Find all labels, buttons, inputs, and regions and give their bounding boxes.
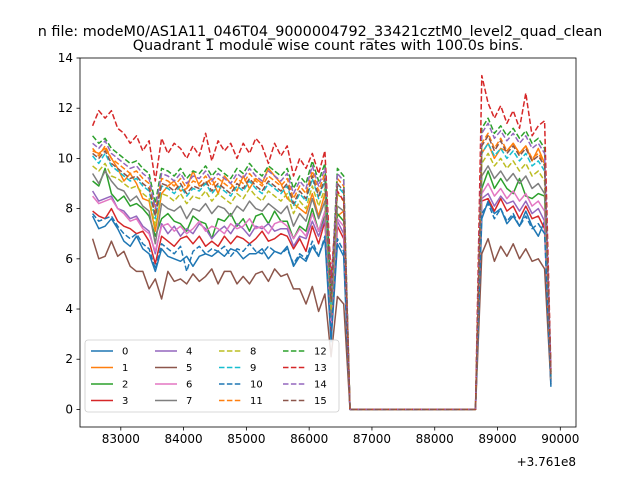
y-tick-label: 14 (58, 51, 73, 65)
y-tick-label: 10 (58, 151, 73, 165)
y-axis: 0 2 4 6 8 10 12 14 (58, 51, 80, 416)
axes-frame (79, 57, 577, 428)
x-axis-offset-label: +3.761e8 (517, 455, 576, 469)
series-line-10 (92, 202, 552, 411)
legend-label-15: 15 (314, 396, 327, 407)
x-tick-label: 90000 (541, 432, 579, 446)
legend-label-10: 10 (250, 380, 263, 391)
y-tick-label: 2 (65, 352, 73, 366)
y-tick-label: 6 (65, 252, 73, 266)
series-line-12 (92, 117, 552, 411)
x-tick-label: 84000 (165, 432, 203, 446)
legend-frame (84, 339, 340, 413)
y-tick-label: 0 (65, 402, 73, 416)
chart-title: Quadrant 1 module wise count rates with … (133, 38, 524, 54)
legend-label-12: 12 (314, 347, 327, 358)
y-tick-label: 8 (65, 202, 73, 216)
figure-suptitle: n file: modeM0/AS1A11_046T04_9000004792_… (38, 24, 603, 40)
x-axis: 83000 84000 85000 86000 87000 88000 89000 90000 (102, 427, 579, 446)
x-tick-label: 88000 (416, 432, 454, 446)
x-tick-label: 85000 (227, 432, 265, 446)
legend-label-11: 11 (250, 396, 263, 407)
series-line-15 (92, 135, 552, 411)
legend-label-14: 14 (314, 380, 327, 391)
plot-lines (91, 74, 552, 411)
x-tick-label: 86000 (290, 432, 328, 446)
x-tick-label: 87000 (353, 432, 391, 446)
legend-label-4: 4 (186, 347, 192, 358)
legend-label-0: 0 (122, 347, 128, 358)
series-line-13 (91, 74, 552, 411)
x-tick-label: 89000 (478, 432, 516, 446)
legend-label-6: 6 (186, 380, 192, 391)
legend-label-13: 13 (314, 363, 327, 374)
y-tick-label: 12 (58, 101, 73, 115)
y-tick-label: 4 (65, 302, 73, 316)
legend-label-1: 1 (122, 363, 128, 374)
series-line-9 (92, 142, 552, 411)
legend-label-9: 9 (250, 363, 256, 374)
legend-label-3: 3 (122, 396, 128, 407)
series-line-14 (92, 122, 552, 411)
x-tick-label: 83000 (102, 432, 140, 446)
legend-label-7: 7 (186, 396, 192, 407)
legend-label-2: 2 (122, 380, 128, 391)
legend-label-8: 8 (250, 347, 256, 358)
legend-label-5: 5 (186, 363, 192, 374)
